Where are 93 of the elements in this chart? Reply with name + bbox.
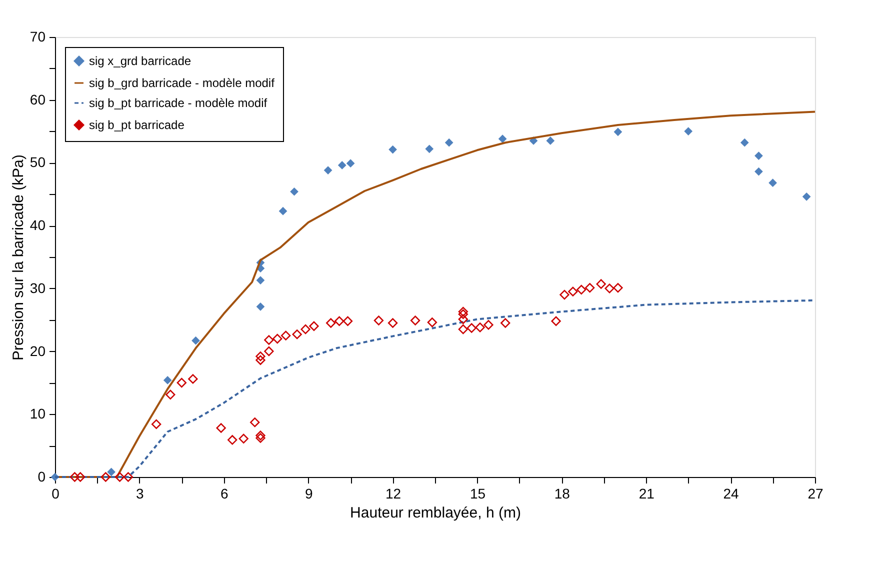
x-tick-label: 18 [554, 486, 570, 502]
x-tick-label: 0 [52, 486, 60, 502]
point [216, 423, 226, 433]
y-tick-label: 50 [30, 154, 46, 170]
point [326, 318, 336, 328]
point [256, 276, 265, 284]
point [740, 138, 749, 147]
legend-label: sig b_grd barricade - modèle modif [89, 76, 276, 90]
point [256, 351, 266, 362]
point [280, 330, 291, 340]
y-tick-label: 30 [30, 280, 46, 296]
point [334, 316, 344, 326]
point [388, 318, 398, 328]
y-tick-label: 0 [38, 468, 46, 484]
point [123, 472, 134, 482]
point [70, 472, 80, 482]
point [309, 321, 319, 331]
point [264, 346, 274, 356]
legend-label: sig x_grd barricade [89, 54, 192, 68]
point [475, 322, 485, 332]
point [163, 376, 172, 384]
point [458, 309, 468, 320]
y-tick-label: 40 [30, 217, 46, 234]
point [272, 334, 282, 344]
point [458, 314, 468, 324]
point [768, 178, 777, 188]
y-axis-title: Pression sur la barricade (kPa) [10, 154, 27, 360]
y-tick-label: 20 [30, 342, 46, 359]
point [166, 390, 176, 400]
x-tick-label: 27 [808, 486, 824, 502]
point [584, 282, 595, 293]
y-tick-label: 60 [30, 91, 46, 108]
point [256, 430, 266, 440]
point [458, 324, 468, 334]
point [596, 279, 606, 289]
legend-label: sig b_pt barricade - modèle modif [89, 96, 268, 110]
legend-label: sig b_pt barricade [89, 118, 185, 132]
x-tick-label: 15 [470, 486, 486, 502]
point [576, 284, 586, 295]
point [264, 335, 274, 345]
point [498, 134, 507, 144]
y-tick-label: 70 [30, 28, 46, 44]
point [292, 329, 302, 340]
point [568, 286, 578, 296]
point [458, 306, 468, 317]
point [560, 290, 570, 300]
point [342, 316, 353, 326]
point [410, 316, 420, 326]
x-axis-title: Hauteur remblayée, h (m) [350, 504, 521, 522]
x-tick-label: 3 [136, 486, 144, 502]
point [551, 316, 561, 326]
x-tick-label: 21 [638, 486, 655, 502]
point [256, 302, 265, 311]
point [238, 434, 248, 444]
point [604, 284, 614, 294]
point [256, 433, 266, 443]
point [250, 417, 260, 428]
point [427, 318, 438, 328]
point [228, 435, 238, 445]
point [500, 318, 510, 328]
point [338, 161, 346, 170]
point [176, 378, 186, 388]
point [388, 145, 397, 154]
point [613, 282, 623, 293]
point [256, 355, 266, 365]
x-tick-label: 12 [385, 486, 402, 502]
point [192, 336, 200, 345]
x-tick-label: 9 [304, 486, 313, 502]
point [466, 323, 476, 333]
point [152, 419, 162, 430]
point [76, 472, 86, 482]
x-tick-label: 24 [723, 486, 740, 502]
point [684, 127, 693, 136]
point [374, 316, 384, 326]
point [107, 468, 116, 476]
point [300, 324, 310, 334]
point [290, 187, 298, 196]
point [546, 136, 555, 145]
point [754, 152, 763, 160]
point [278, 206, 288, 216]
point [614, 128, 622, 136]
point [425, 144, 434, 154]
point [802, 192, 811, 201]
point [188, 374, 198, 384]
x-tick-label: 6 [220, 486, 228, 502]
point [100, 472, 110, 482]
point [444, 138, 454, 147]
point [484, 320, 494, 330]
point [114, 472, 125, 482]
point [754, 167, 763, 176]
y-tick-label: 10 [30, 406, 46, 422]
point [324, 166, 332, 174]
point [346, 159, 355, 168]
